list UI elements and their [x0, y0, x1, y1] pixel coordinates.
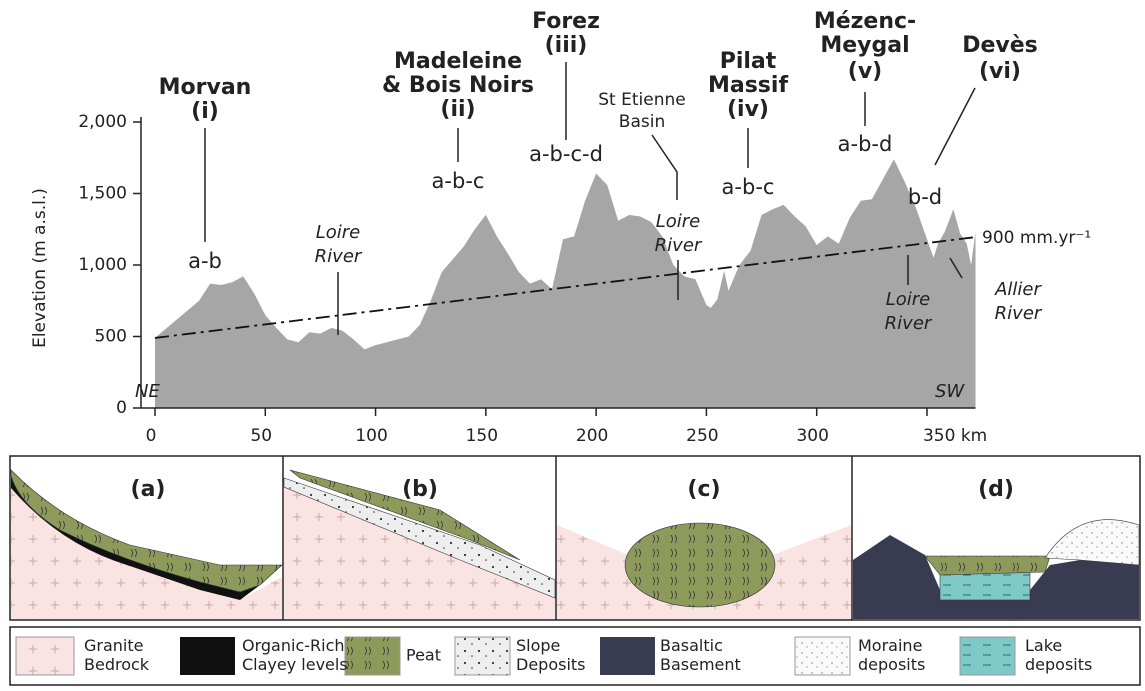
swatch — [794, 636, 851, 676]
peat-types: a-b-c-d — [529, 142, 603, 166]
massif-numeral: (iv) — [727, 97, 769, 122]
massif-name: Madeleine — [394, 49, 522, 74]
massif-name: Massif — [708, 73, 788, 98]
river-label: River — [315, 246, 363, 267]
panel-label: (a) — [131, 477, 166, 502]
river-label: Allier — [994, 279, 1042, 300]
legend-label: Moraine — [858, 636, 922, 655]
river-label: River — [885, 313, 933, 334]
legend-label: Basement — [660, 655, 741, 674]
legend-label: deposits — [1025, 655, 1092, 674]
basin-label: Basin — [619, 112, 665, 132]
granite — [557, 525, 851, 619]
end-label: NE — [135, 381, 160, 402]
legend-label: Peat — [406, 646, 441, 665]
panel-label: (c) — [687, 477, 720, 502]
legend-label: Clayey levels — [242, 655, 348, 674]
massif-name: & Bois Noirs — [382, 73, 534, 98]
legend-label: deposits — [858, 655, 925, 674]
river-label: River — [655, 235, 703, 256]
leader — [651, 134, 678, 200]
panel-label: (b) — [402, 477, 438, 502]
legend-label: Bedrock — [84, 655, 150, 674]
swatch — [180, 637, 235, 675]
granite — [284, 487, 555, 619]
x-tick-label: 50 — [250, 426, 272, 446]
massif-numeral: (vi) — [979, 59, 1021, 84]
peat-types: a-b — [188, 249, 222, 273]
y-tick-label: 500 — [95, 327, 127, 347]
end-label: SW — [935, 381, 965, 402]
y-tick-label: 2,000 — [78, 112, 127, 132]
elevation-area — [155, 159, 976, 408]
peat-types: b-d — [908, 185, 942, 209]
x-tick-label: 200 — [576, 426, 608, 446]
panel-frame — [9, 455, 1141, 621]
river-label: River — [995, 303, 1043, 324]
elevation-profile: 0 500 1,000 1,500 2,000 0 50 100 150 200 250 300 350… — [30, 9, 1091, 446]
x-tick-label: 0 — [146, 426, 157, 446]
peat — [289, 469, 521, 561]
x-tick-label: 100 — [355, 426, 387, 446]
massif-numeral: (iii) — [545, 33, 588, 58]
y-axis-label: Elevation (m a.s.l.) — [30, 188, 50, 348]
peat — [624, 522, 776, 608]
leader — [949, 257, 963, 279]
swatch — [454, 636, 511, 676]
legend-label: Organic-Rich — [242, 636, 345, 655]
river-label: Loire — [656, 211, 701, 232]
lake — [939, 569, 1031, 601]
precipitation-label: 900 mm.yr⁻¹ — [982, 228, 1091, 248]
x-tick-label: 300 — [796, 426, 828, 446]
swatch — [959, 636, 1016, 676]
x-tick-label: 250 — [686, 426, 718, 446]
massif-name: Meygal — [820, 33, 909, 58]
river-label: Loire — [886, 289, 931, 310]
peat-types: a-b-d — [838, 132, 893, 156]
massif-name: Mézenc- — [814, 9, 916, 34]
slope-deposits — [283, 477, 556, 599]
granite — [11, 476, 282, 619]
peat-types: a-b-c — [432, 169, 485, 193]
massif-numeral: (i) — [191, 99, 219, 124]
legend-label: Granite — [84, 636, 143, 655]
legend-label: Basaltic — [660, 636, 723, 655]
swatch — [344, 636, 401, 676]
massif-name: Devès — [962, 33, 1038, 58]
massif-name: Forez — [532, 9, 600, 34]
y-tick-label: 1,000 — [78, 255, 127, 275]
massif-numeral: (ii) — [440, 97, 475, 122]
swatch — [15, 636, 75, 676]
peat-types: a-b-c — [722, 175, 775, 199]
x-tick-label: 150 — [466, 426, 498, 446]
panels — [9, 455, 1141, 621]
peat — [924, 555, 1051, 576]
legend-frame — [9, 626, 1141, 686]
legend-swatches — [15, 636, 1016, 676]
panel-label: (d) — [978, 477, 1014, 502]
x-tick-label: 350 km — [923, 426, 987, 446]
y-tick-label: 0 — [116, 398, 127, 418]
moraine — [1044, 519, 1140, 566]
swatch — [600, 637, 655, 675]
basin-label: St Etienne — [598, 90, 685, 110]
legend-label: Deposits — [516, 655, 586, 674]
y-tick-label: 1,500 — [78, 184, 127, 204]
river-label: Loire — [316, 222, 361, 243]
massif-numeral: (v) — [848, 59, 882, 84]
legend-label: Lake — [1025, 636, 1062, 655]
massif-name: Morvan — [159, 75, 252, 100]
peat — [10, 469, 283, 593]
precipitation-line — [154, 236, 976, 339]
legend-label: Slope — [516, 636, 560, 655]
massif-name: Pilat — [720, 49, 777, 74]
basalt — [853, 535, 1139, 619]
leader — [934, 87, 976, 166]
